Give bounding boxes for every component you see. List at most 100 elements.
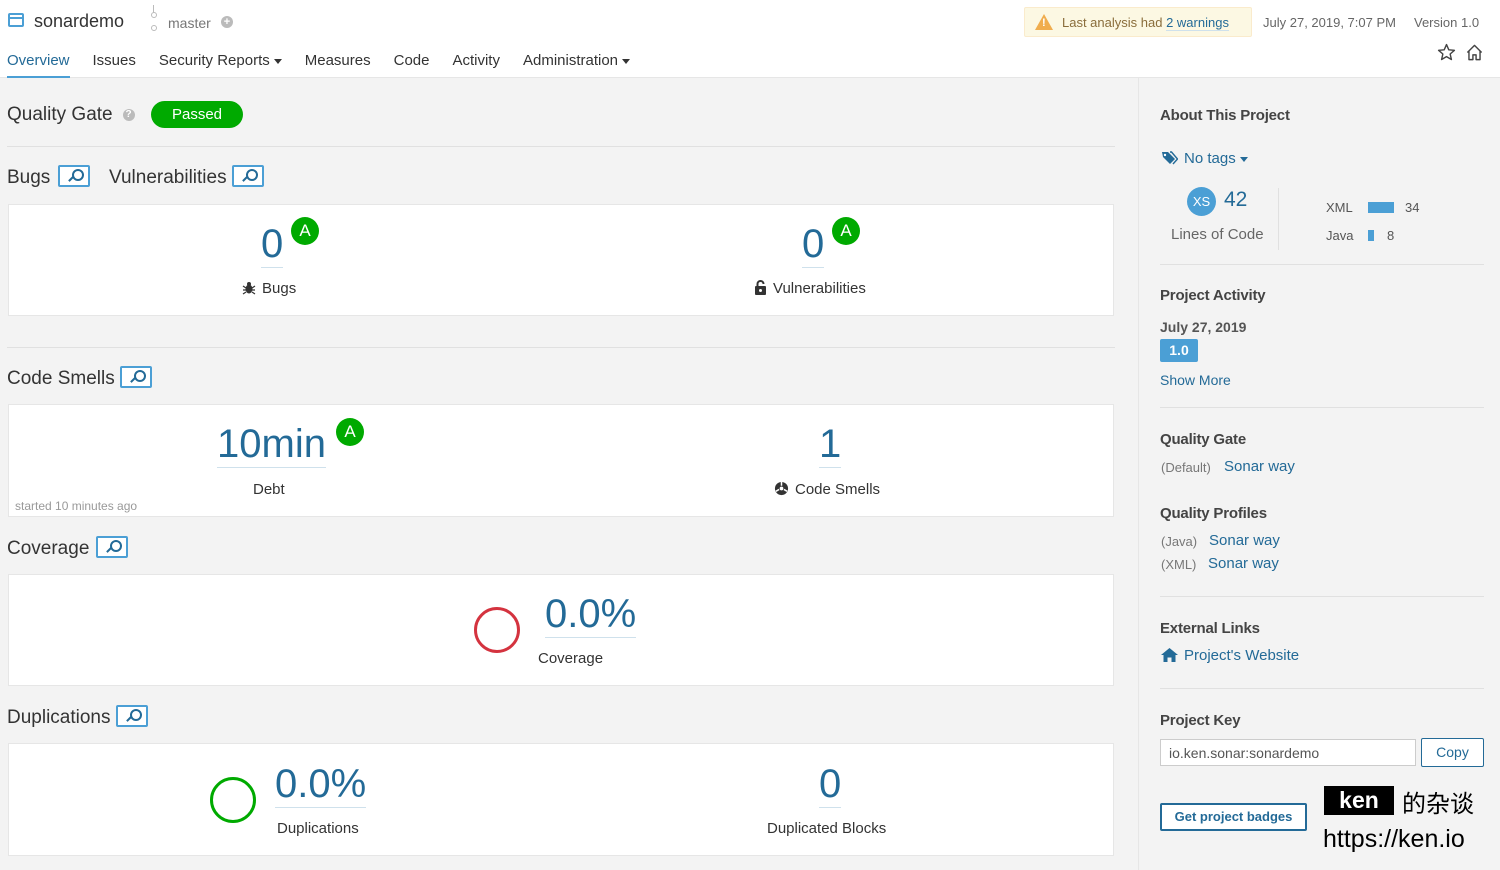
coverage-panel	[8, 574, 1114, 686]
bugs-count[interactable]: 0	[261, 222, 284, 268]
project-website-link[interactable]: Project's Website	[1161, 647, 1299, 664]
duplications-panel	[8, 743, 1114, 856]
help-icon[interactable]: ?	[122, 108, 135, 121]
lock-icon	[755, 280, 766, 295]
quality-gate-title: Quality Gate?	[7, 104, 135, 126]
coverage-label: Coverage	[538, 650, 604, 667]
watermark-suffix: 的杂谈	[1402, 791, 1474, 818]
code-smells-history-button[interactable]	[120, 366, 152, 388]
warnings-link[interactable]: 2 warnings	[1166, 15, 1229, 31]
copy-button[interactable]: Copy	[1421, 738, 1484, 767]
size-rating-badge: XS	[1187, 187, 1216, 216]
tab-measures[interactable]: Measures	[304, 52, 371, 69]
quality-gate-default-label: (Default)	[1161, 460, 1211, 475]
profile-language: (Java)	[1161, 534, 1198, 549]
project-activity-title: Project Activity	[1160, 287, 1266, 304]
branch-icon	[150, 12, 157, 32]
vulnerabilities-section-title: Vulnerabilities	[109, 167, 227, 188]
bugs-section-title: Bugs	[7, 167, 51, 188]
divider	[1160, 688, 1484, 689]
bugs-history-button[interactable]	[58, 165, 90, 187]
home-icon[interactable]	[1465, 43, 1484, 62]
top-bar: sonardemo master + ! Last analysis had 2…	[0, 0, 1500, 79]
analysis-date: July 27, 2019, 7:07 PM	[1263, 15, 1396, 30]
lines-of-code-label: Lines of Code	[1171, 226, 1264, 243]
tab-overview[interactable]: Overview	[7, 52, 70, 79]
maintainability-rating-badge[interactable]: A	[336, 418, 364, 446]
code-smells-section-title: Code Smells	[7, 368, 115, 389]
tab-security-reports[interactable]: Security Reports	[159, 52, 282, 77]
bugs-label: Bugs	[242, 280, 296, 297]
branch-icon-line	[153, 5, 154, 13]
project-icon	[8, 13, 24, 27]
code-smells-label: Code Smells	[774, 481, 880, 498]
coverage-history-button[interactable]	[96, 536, 128, 558]
quality-gate-link[interactable]: Sonar way	[1224, 458, 1295, 475]
chevron-down-icon	[273, 58, 282, 64]
warning-text: Last analysis had 2 warnings	[1062, 15, 1229, 31]
tab-code[interactable]: Code	[393, 52, 430, 69]
activity-version-badge: 1.0	[1160, 339, 1198, 362]
project-key-field[interactable]	[1160, 739, 1416, 766]
duplicated-blocks-count[interactable]: 0	[819, 762, 842, 808]
tab-administration[interactable]: Administration	[523, 52, 631, 77]
duplications-label: Duplications	[277, 820, 359, 837]
code-smells-count[interactable]: 1	[819, 422, 842, 468]
watermark-url: https://ken.io	[1323, 825, 1465, 853]
chevron-down-icon	[622, 58, 631, 64]
debt-started-note: started 10 minutes ago	[15, 499, 138, 513]
quality-gate-sidebar-title: Quality Gate	[1160, 431, 1246, 448]
coverage-donut-chart	[474, 607, 520, 653]
debt-label: Debt	[253, 481, 285, 498]
tab-issues[interactable]: Issues	[92, 52, 136, 69]
duplications-value[interactable]: 0.0%	[275, 762, 367, 808]
language-lines-count: 34	[1405, 200, 1420, 215]
tags-dropdown[interactable]: No tags	[1161, 150, 1248, 167]
duplicated-blocks-label: Duplicated Blocks	[767, 820, 887, 837]
activity-date: July 27, 2019	[1160, 319, 1247, 335]
xml-profile-link[interactable]: Sonar way	[1208, 555, 1279, 572]
lines-of-code-value[interactable]: 42	[1224, 188, 1248, 211]
language-distribution-bar	[1368, 230, 1374, 241]
chevron-down-icon	[1239, 156, 1248, 162]
coverage-section-title: Coverage	[7, 538, 90, 559]
divider	[1160, 596, 1484, 597]
star-icon[interactable]	[1437, 43, 1456, 62]
coverage-value[interactable]: 0.0%	[545, 592, 637, 638]
vulnerabilities-label: Vulnerabilities	[754, 280, 866, 297]
branch-name[interactable]: master	[168, 15, 211, 31]
duplications-donut-chart	[210, 777, 256, 823]
external-links-title: External Links	[1160, 620, 1260, 637]
project-version: Version 1.0	[1414, 15, 1480, 30]
profile-language: (XML)	[1161, 557, 1197, 572]
tab-activity[interactable]: Activity	[452, 52, 500, 69]
vulnerabilities-count[interactable]: 0	[802, 222, 825, 268]
quality-gate-status-badge: Passed	[151, 101, 243, 128]
java-profile-link[interactable]: Sonar way	[1209, 532, 1280, 549]
divider	[7, 146, 1115, 147]
get-project-badges-button[interactable]: Get project badges	[1160, 803, 1307, 831]
bugs-rating-badge[interactable]: A	[291, 217, 319, 245]
project-name[interactable]: sonardemo	[34, 11, 125, 31]
bugs-vulnerabilities-panel	[8, 204, 1114, 316]
vulnerabilities-history-button[interactable]	[232, 165, 264, 187]
show-more-link[interactable]: Show More	[1160, 372, 1231, 388]
language-distribution-bar	[1368, 202, 1394, 213]
language-name: Java	[1326, 228, 1354, 243]
project-nav: Overview Issues Security Reports Measure…	[7, 52, 653, 79]
divider	[1160, 407, 1484, 408]
debt-value[interactable]: 10min	[217, 422, 326, 468]
language-lines-count: 8	[1387, 228, 1395, 243]
duplications-history-button[interactable]	[116, 705, 148, 727]
tags-icon	[1162, 151, 1178, 165]
divider	[1160, 264, 1484, 265]
analysis-warning-banner: ! Last analysis had 2 warnings	[1024, 7, 1252, 37]
language-name: XML	[1326, 200, 1353, 215]
code-smell-icon	[774, 481, 789, 496]
bug-icon	[242, 282, 256, 295]
divider	[7, 347, 1115, 348]
divider	[1278, 188, 1279, 250]
about-project-title: About This Project	[1160, 107, 1290, 124]
branch-add-icon[interactable]: +	[221, 16, 233, 28]
vulnerabilities-rating-badge[interactable]: A	[832, 217, 860, 245]
